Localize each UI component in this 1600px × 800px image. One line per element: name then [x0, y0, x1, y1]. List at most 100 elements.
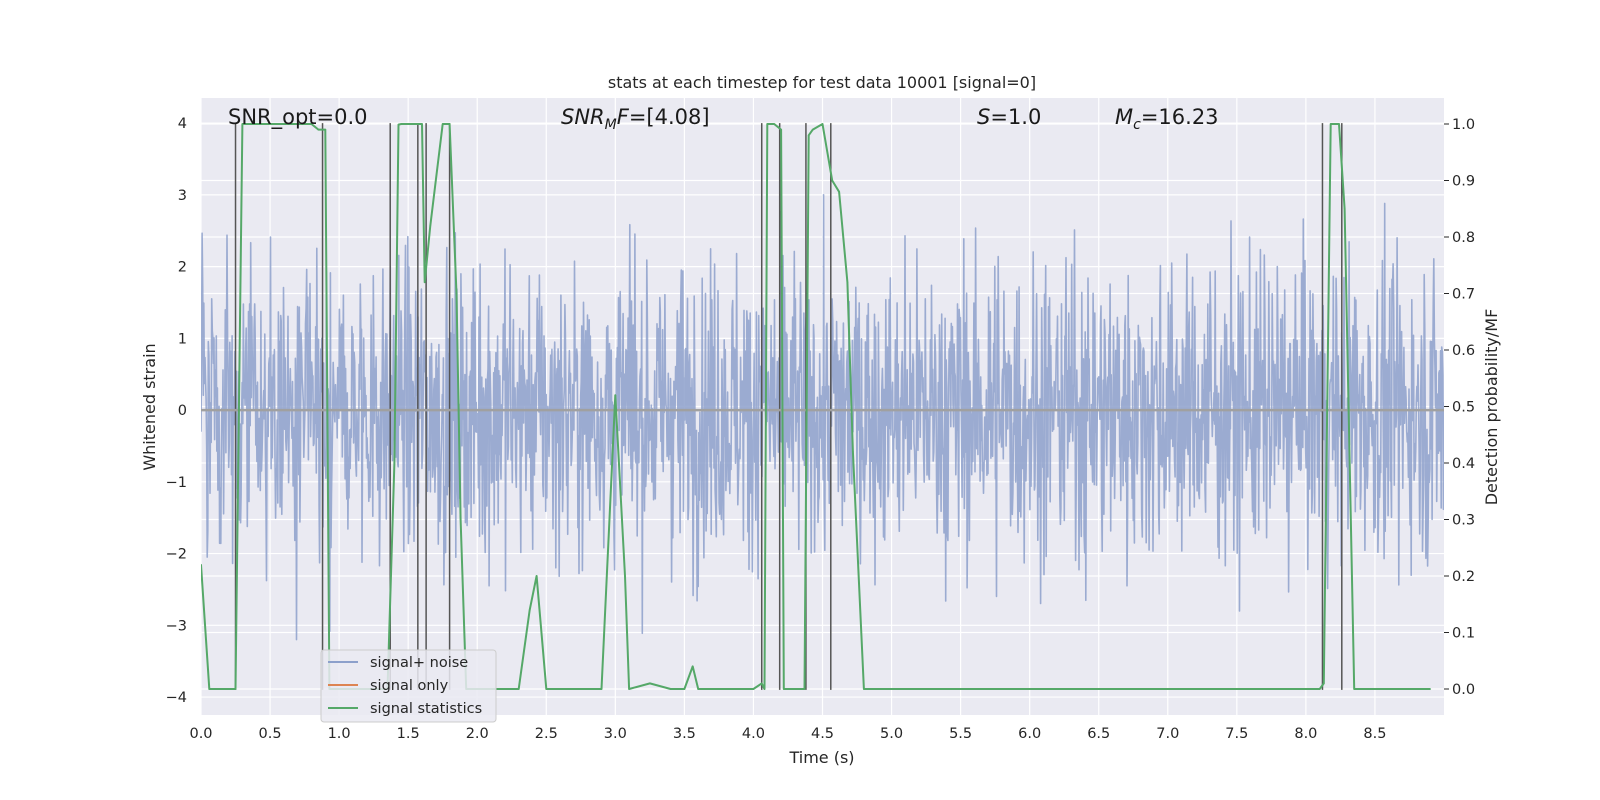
y2-tick-label: 0.7	[1452, 286, 1475, 302]
y2-axis-title: Detection probability/MF	[1482, 309, 1501, 506]
statistics-point	[448, 123, 451, 125]
statistics-point	[763, 688, 766, 690]
legend-box	[320, 649, 497, 723]
y-tick-label: −4	[166, 690, 187, 706]
y-tick-label: −2	[166, 547, 187, 563]
statistics-point	[214, 688, 216, 690]
x-tick-label: 8.0	[1294, 726, 1317, 742]
statistics-point	[752, 688, 755, 690]
statistics-point	[429, 224, 432, 227]
statistics-point	[310, 123, 313, 125]
x-tick-label: 4.0	[742, 726, 765, 742]
y2-tick-label: 0.0	[1452, 682, 1475, 698]
y-tick-label: −3	[166, 618, 187, 634]
statistics-point	[255, 123, 258, 125]
x-tick-label: 8.5	[1363, 726, 1386, 742]
statistics-point	[803, 688, 806, 690]
statistics-point	[455, 292, 458, 295]
y2-tick-label: 0.2	[1452, 569, 1475, 585]
statistics-point	[773, 123, 775, 125]
statistics-point	[1343, 207, 1346, 210]
statistics-point	[1323, 682, 1325, 685]
y-axis-left: 4 3 2 1 0 −1 −2 −3 −4	[166, 116, 187, 706]
x-tick-label: 7.5	[1225, 726, 1248, 742]
y-tick-label: 3	[178, 188, 187, 204]
x-tick-label: 0.5	[259, 726, 282, 742]
x-tick-label: 5.5	[949, 726, 972, 742]
statistics-point	[624, 575, 626, 577]
statistics-point	[421, 123, 423, 125]
statistics-line	[201, 123, 1431, 690]
statistics-point	[766, 123, 769, 125]
statistics-point	[628, 688, 630, 690]
statistics-point	[691, 665, 694, 668]
statistics-point	[831, 179, 833, 182]
annotation-snr-mf: SNRMF=[4.08]	[561, 105, 710, 133]
y-tick-label: −1	[166, 475, 187, 491]
statistics-point	[846, 281, 849, 283]
statistics-point	[669, 688, 672, 690]
statistics-point	[400, 123, 403, 125]
x-tick-label: 4.5	[811, 726, 834, 742]
statistics-point	[535, 575, 538, 577]
plot-area	[201, 123, 1444, 690]
legend-label-noise: signal+ noise	[370, 655, 468, 671]
statistics-point	[528, 609, 531, 611]
y-tick-label: 4	[178, 116, 187, 132]
statistics-point	[852, 450, 854, 453]
statistics-point	[600, 688, 603, 690]
statistics-point	[838, 190, 840, 193]
y2-tick-label: 0.5	[1452, 400, 1475, 416]
y2-tick-label: 0.3	[1452, 513, 1475, 529]
statistics-point	[780, 128, 782, 131]
y-tick-label: 2	[178, 260, 187, 276]
statistics-point	[324, 128, 327, 131]
statistics-point	[317, 128, 320, 131]
x-tick-label: 1.5	[397, 726, 420, 742]
statistics-point	[283, 123, 285, 125]
statistics-point	[821, 123, 824, 125]
x-tick-label: 2.5	[535, 726, 558, 742]
y2-tick-label: 0.9	[1452, 173, 1475, 189]
y2-tick-label: 0.8	[1452, 230, 1475, 246]
x-axis-title: Time (s)	[788, 748, 854, 767]
y-tick-label: 1	[178, 331, 187, 347]
statistics-point	[1429, 688, 1431, 690]
x-tick-label: 3.0	[604, 726, 627, 742]
statistics-point	[863, 688, 865, 690]
x-axis: 0.0 0.5 1.0 1.5 2.0 2.5 3.0 3.5 4.0 4.5 5.0 5.5 6.0 6…	[189, 726, 1386, 742]
statistics-point	[208, 688, 211, 690]
statistics-point	[697, 688, 699, 690]
x-tick-label: 0.0	[189, 726, 212, 742]
y2-tick-label: 0.4	[1452, 456, 1475, 472]
statistics-point	[812, 128, 814, 131]
statistics-point	[434, 179, 437, 182]
statistics-point	[794, 688, 796, 690]
statistics-point	[423, 281, 426, 283]
x-tick-label: 6.0	[1018, 726, 1041, 742]
annotation-mc: Mc=16.23	[1115, 105, 1219, 133]
x-tick-label: 2.0	[466, 726, 489, 742]
statistics-point	[1338, 123, 1340, 125]
statistics-point	[614, 394, 617, 396]
y2-tick-label: 1.0	[1452, 117, 1475, 133]
x-tick-label: 5.0	[880, 726, 903, 742]
statistics-point	[1318, 688, 1321, 690]
statistics-point	[441, 123, 444, 125]
y2-tick-label: 0.1	[1452, 626, 1475, 642]
annotation-snr-opt: SNR_opt=0.0	[228, 105, 368, 130]
statistics-point	[393, 462, 396, 464]
statistics-point	[760, 682, 763, 685]
statistics-point	[1305, 688, 1307, 690]
legend: signal+ noise signal only signal statist…	[320, 649, 497, 723]
statistics-point	[397, 123, 400, 126]
annotation-s: S=1.0	[977, 105, 1041, 129]
statistics-point	[545, 688, 548, 690]
statistics-point	[807, 134, 810, 137]
statistics-point	[683, 688, 686, 690]
statistics-point	[234, 688, 237, 690]
y-tick-label: 0	[178, 403, 187, 419]
chart-title: stats at each timestep for test data 100…	[608, 73, 1036, 92]
statistics-point	[459, 518, 462, 521]
x-tick-label: 3.5	[673, 726, 696, 742]
